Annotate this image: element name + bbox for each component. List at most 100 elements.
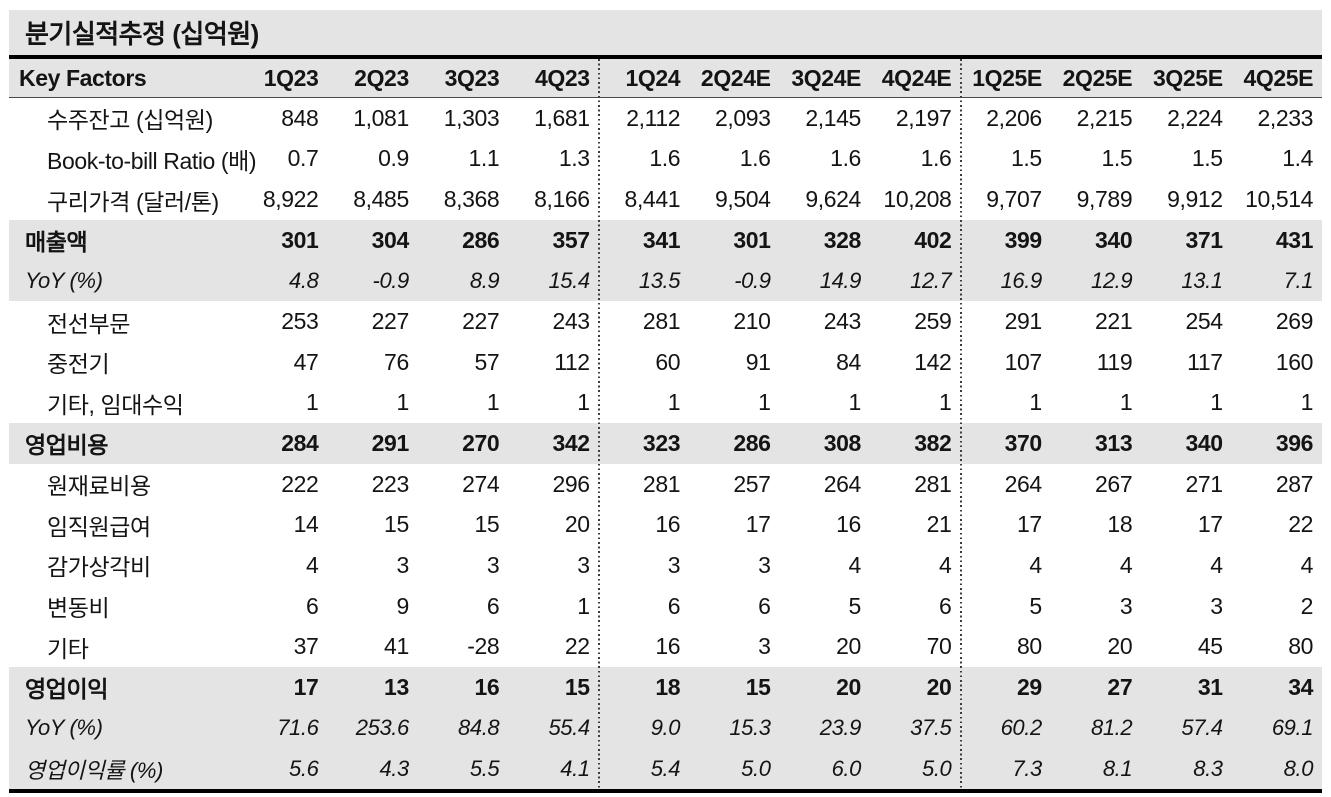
cell-value: 370 [1004,429,1043,456]
cell-value: 119 [1096,348,1133,375]
row-label: 매출액 [25,229,88,256]
cell-value: 1 [486,389,500,416]
row-label: YoY (%) [25,714,103,740]
cell-value: 357 [552,226,591,253]
cell-value: 3 [1210,592,1223,619]
cell-value: 84 [836,348,861,375]
cell-value: 5 [848,592,862,619]
cell-value: 10,208 [883,186,952,213]
cell-value: 308 [823,429,862,456]
table-row: Book-to-bill Ratio (배) 0.7 0.9 1.1 1.3 1.6 1.6… [9,139,1322,180]
cell-value: 57 [474,348,500,375]
header-quarter-cell: 3Q25E [1153,64,1223,91]
cell-value: 15 [564,673,590,700]
header-quarter-cell: 4Q25E [1243,64,1314,91]
row-label: 기타, 임대수익 [47,391,184,418]
cell-value: 1 [1300,389,1314,416]
cell-value: -0.9 [734,267,771,293]
cell-value: 301 [733,226,771,253]
cell-value: 142 [914,348,952,375]
row-label: 기타 [47,635,89,662]
cell-value: 0.9 [378,145,409,172]
table-title-bar: 분기실적추정 (십억원) [9,10,1322,55]
cell-value: 9,912 [1167,186,1223,213]
cell-value: 37.5 [910,714,952,740]
cell-value: 257 [733,470,771,497]
table-row: 변동비 6 9 6 1 6 6 5 6 5 3 3 2 [9,586,1322,627]
cell-value: 10,514 [1245,186,1314,213]
cell-value: 8.3 [1193,755,1223,781]
cell-value: 2 [1300,592,1314,619]
cell-value: 27 [1107,673,1133,700]
cell-value: 6 [306,592,319,619]
cell-value: 112 [554,348,590,375]
cell-value: 1 [306,389,319,416]
cell-value: 76 [384,348,409,375]
cell-value: 5.6 [289,755,319,781]
cell-value: -0.9 [372,267,410,293]
cell-value: 8,368 [443,186,500,213]
table-row: 구리가격 (달러/톤) 8,922 8,485 8,368 8,166 8,441 9,50… [9,179,1322,220]
cell-value: 13.5 [638,267,681,293]
cell-value: 8.0 [1283,755,1314,781]
cell-value: 71.6 [277,714,319,740]
cell-value: 17 [1197,511,1223,538]
cell-value: 1.6 [739,145,771,172]
cell-value: 253.6 [355,714,409,740]
header-quarter-cell: 4Q24E [881,64,952,91]
cell-value: -28 [467,633,500,660]
cell-value: 1,081 [353,104,409,131]
cell-value: 2,215 [1076,104,1133,131]
cell-value: 9 [396,592,409,619]
cell-value: 20 [1107,633,1133,660]
cell-value: 1 [577,592,590,619]
cell-value: 227 [462,308,500,335]
cell-value: 5.0 [921,755,952,781]
cell-value: 6 [758,592,771,619]
row-label: 구리가격 (달러/톤) [47,188,219,215]
cell-value: 402 [914,226,952,253]
cell-value: 1.6 [830,145,861,172]
row-label: 영업이익 [25,676,109,703]
cell-value: 313 [1095,429,1133,456]
cell-value: 6 [667,592,681,619]
table-row: 전선부문 253 227 227 243 281 210 243 259 291 221 254 269 [9,301,1322,342]
cell-value: 2,145 [805,104,861,131]
cell-value: 16 [474,673,500,700]
cell-value: 222 [281,470,319,497]
cell-value: 3 [1119,592,1133,619]
table-row: 영업이익 17 13 16 15 18 15 20 20 29 27 31 34 [9,666,1322,708]
cell-value: 14.9 [819,267,862,293]
cell-value: 84.8 [458,714,500,740]
cell-value: 284 [281,429,319,456]
table-row: YoY (%) 71.6 253.6 84.8 55.4 9.0 15.3 23.9 37.5 6… [9,707,1322,749]
cell-value: 13.1 [1181,267,1223,293]
cell-value: 7.3 [1012,755,1042,781]
cell-value: 4 [1119,551,1133,578]
cell-value: 8.1 [1102,755,1133,781]
cell-value: 287 [1275,470,1314,497]
cell-value: 15.3 [729,714,771,740]
cell-value: 15 [745,673,771,700]
row-label: YoY (%) [25,267,103,293]
cell-value: 227 [371,308,410,335]
cell-value: 5.0 [741,755,771,781]
row-label: Book-to-bill Ratio (배) [47,147,257,174]
row-label: 변동비 [47,595,110,621]
cell-value: 264 [823,470,862,497]
cell-value: 12.9 [1091,267,1133,293]
table-row: 원재료비용 222 223 274 296 281 257 264 281 264 267 271 28… [9,464,1322,505]
cell-value: 221 [1095,308,1133,335]
cell-value: 1.4 [1282,145,1314,172]
cell-value: 9,504 [714,186,771,213]
cell-value: 304 [371,226,410,253]
table-body: 수주잔고 (십억원) 848 1,081 1,303 1,681 2,112 2,093 2,… [9,98,1322,789]
cell-value: 267 [1095,470,1133,497]
cell-value: 3 [577,551,590,578]
cell-value: 16 [655,511,681,538]
cell-value: 21 [926,511,952,538]
cell-value: 1 [667,389,681,416]
cell-value: 3 [758,551,771,578]
cell-value: 1.1 [468,145,500,172]
table-row: 기타, 임대수익 1 1 1 1 1 1 1 1 1 1 1 1 [9,382,1322,423]
